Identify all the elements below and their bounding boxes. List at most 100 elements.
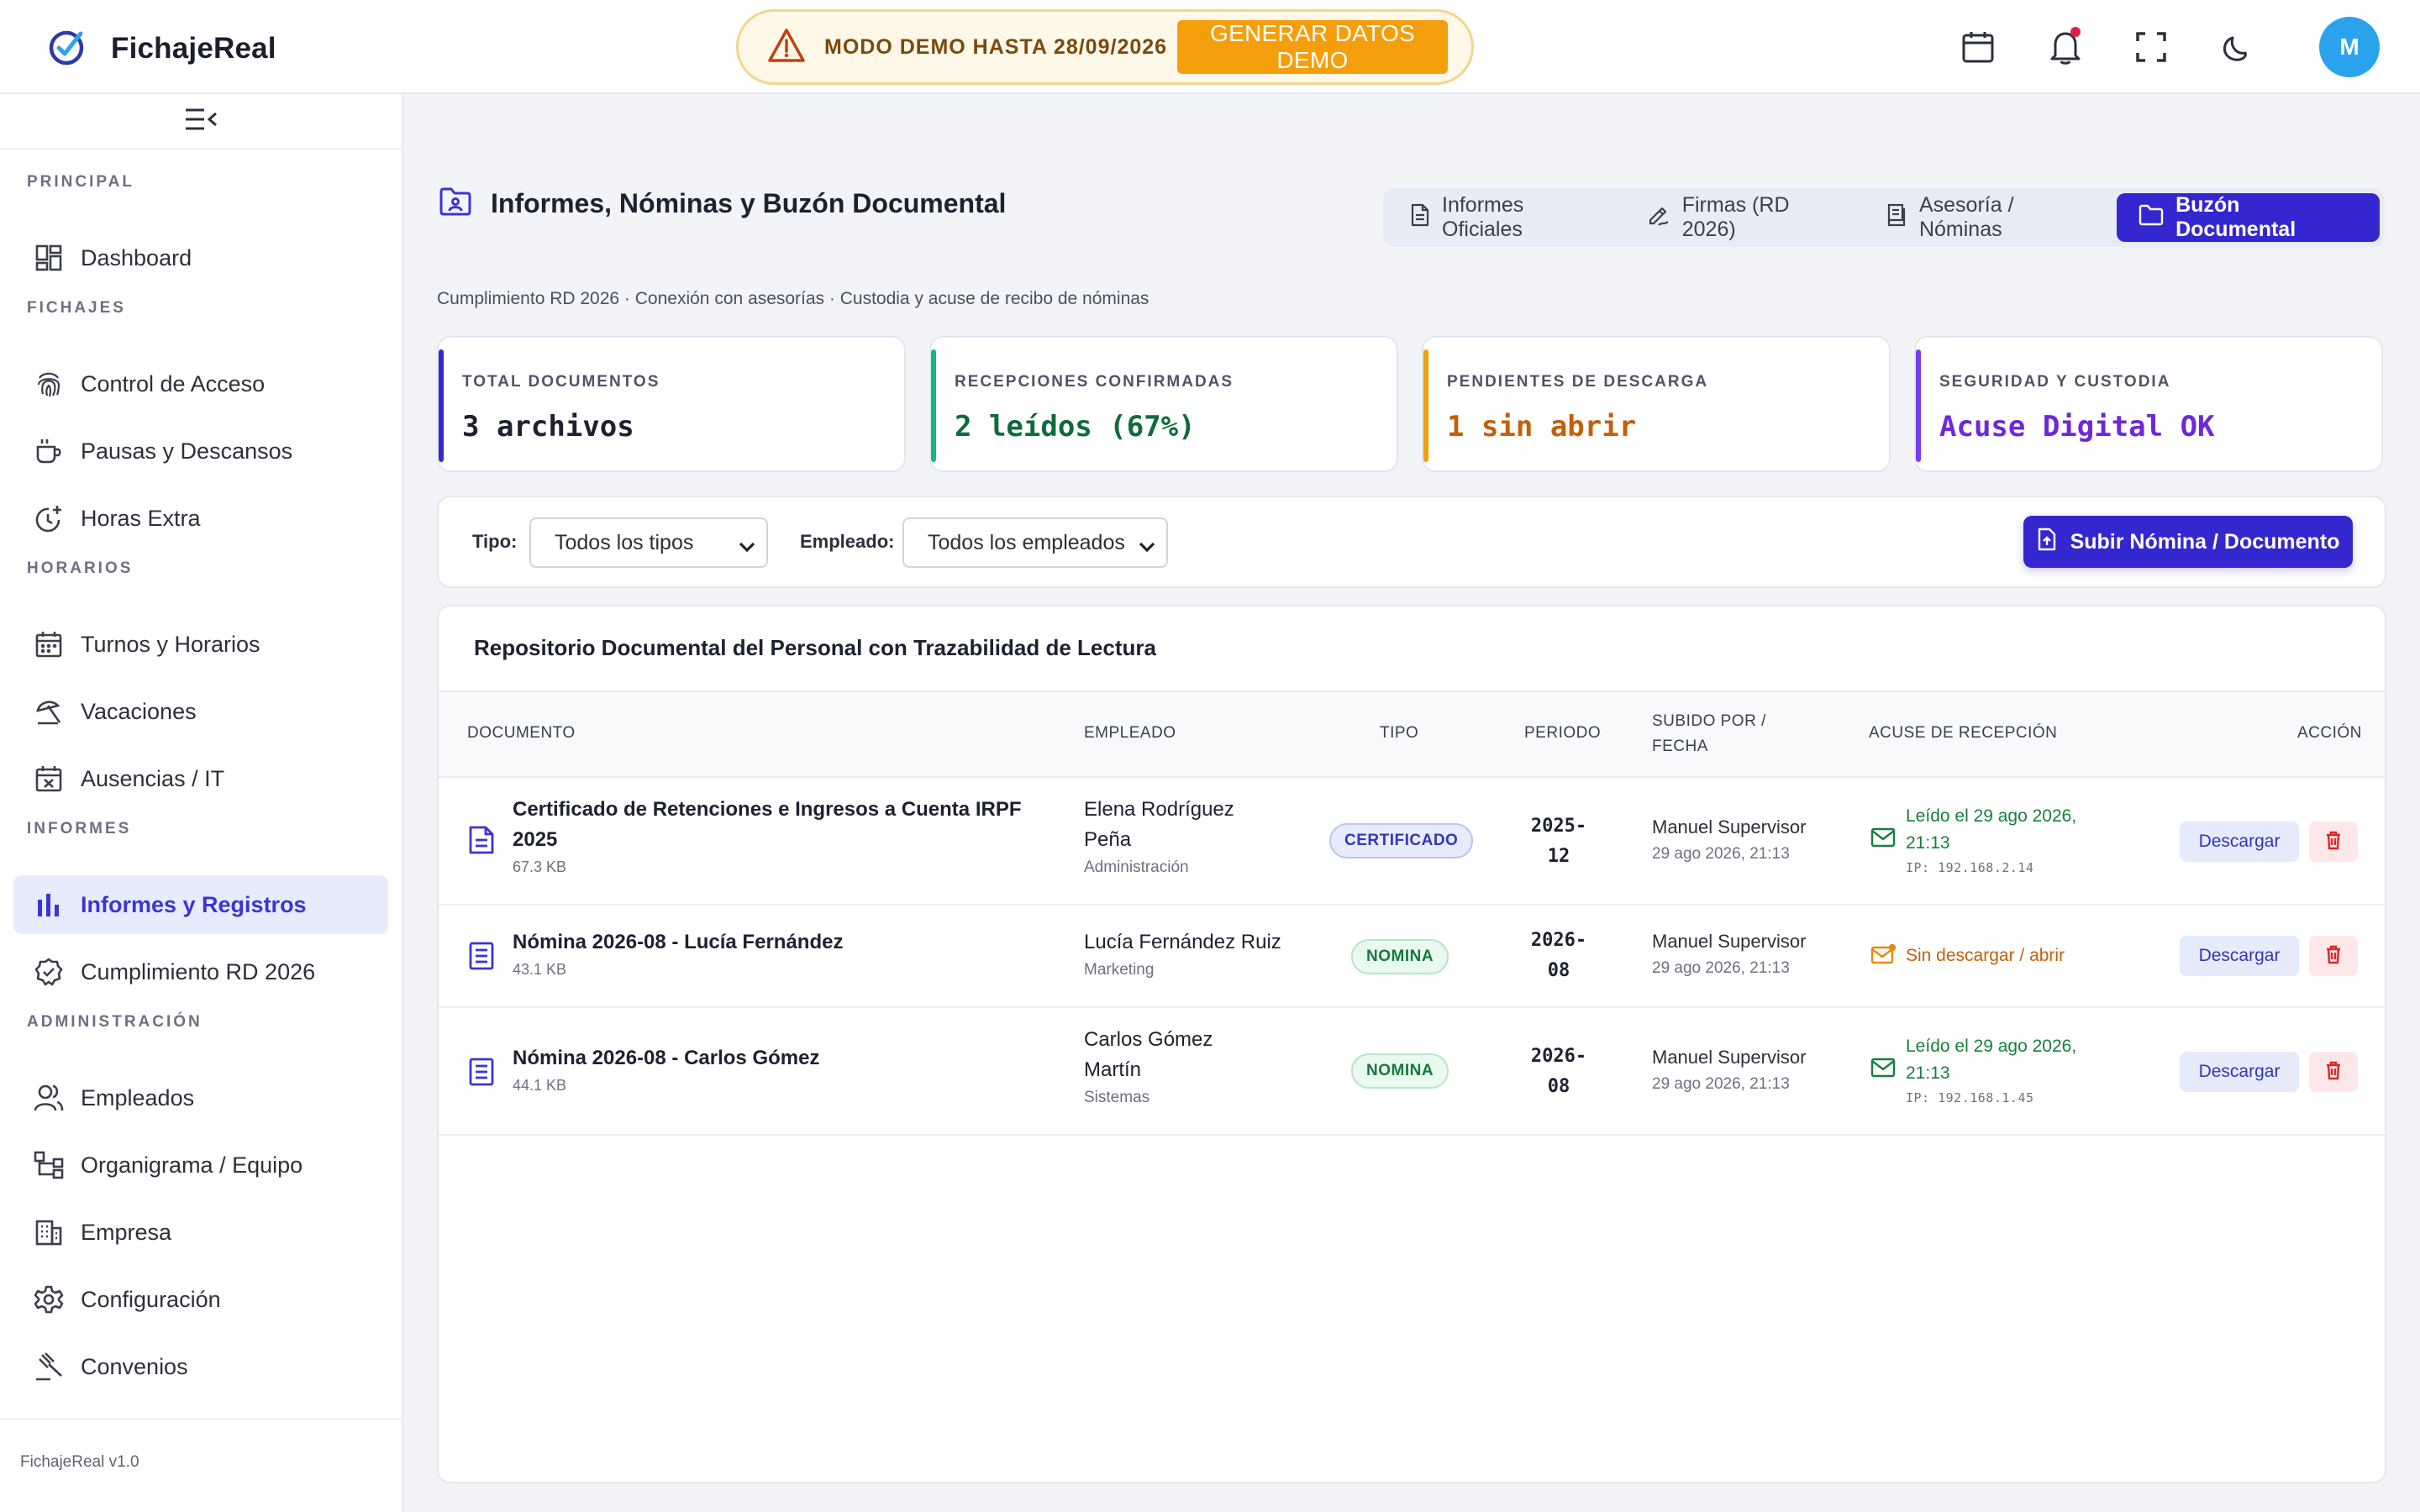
sidebar-item-label: Convenios [81,1353,188,1379]
menu-collapse-icon [184,107,218,136]
employee-name-cont: Martín [1084,1058,1142,1081]
tab-label: Buzón Documental [2175,193,2296,241]
upload-document-button[interactable]: Subir Nómina / Documento [2023,516,2353,568]
sidebar-section-administracion: ADMINISTRACIÓN [27,1013,203,1031]
sidebar-item-label: Vacaciones [81,698,197,724]
uploaded-by-cell: Manuel Supervisor 29 ago 2026, 21:13 [1652,931,1806,978]
tab-informes-oficiales[interactable]: Informes Oficiales [1388,193,1625,242]
sidebar-item-ausencias[interactable]: Ausencias / IT [13,749,388,808]
document-info: Nómina 2026-08 - Carlos Gómez 44.1 KB [513,1043,1050,1095]
receipt-ack-cell: Sin descargar / abrir [1870,942,2065,969]
receipt-ack-cell: Leído el 29 ago 2026, 21:13 IP: 192.168.… [1870,1033,2076,1105]
document-size: 67.3 KB [513,858,567,875]
delete-button[interactable] [2309,1052,2358,1092]
generate-demo-data-button[interactable]: GENERAR DATOS DEMO [1177,20,1448,74]
gavel-icon [32,1350,66,1383]
employee-name: Lucía Fernández Ruiz [1084,931,1281,953]
ack-ip: IP: 192.168.2.14 [1906,860,2034,875]
sidebar-item-informes[interactable]: Informes y Registros [13,875,388,934]
type-badge-cell: CERTIFICADO [1329,823,1474,858]
sidebar-item-turnos[interactable]: Turnos y Horarios [13,615,388,674]
bell-icon[interactable] [2042,24,2089,71]
brand-name: FichajeReal [111,31,276,65]
sidebar-item-label: Dashboard [81,244,192,270]
mail-pending-icon [1870,943,1897,969]
sidebar-item-empresa[interactable]: Empresa [13,1203,388,1262]
download-button[interactable]: Descargar [2180,1052,2299,1092]
sidebar-item-organigrama[interactable]: Organigrama / Equipo [13,1136,388,1194]
calendar-icon[interactable] [1954,24,2002,71]
download-button[interactable]: Descargar [2180,822,2299,862]
sidebar-item-dashboard[interactable]: Dashboard [13,228,388,287]
demo-mode-text: MODO DEMO HASTA 28/09/2026 [824,34,1168,59]
uploader-name: Manuel Supervisor [1652,1047,1807,1068]
type-select-value: Todos los tipos [555,530,694,554]
type-select[interactable]: Todos los tipos [529,517,768,568]
sidebar-item-label: Turnos y Horarios [81,631,260,657]
uploaded-by-cell: Manuel Supervisor 29 ago 2026, 21:13 [1652,1047,1806,1094]
user-avatar[interactable]: M [2319,17,2380,77]
signature-pen-icon [1647,203,1670,233]
employee-name-cont: Peña [1084,828,1132,851]
type-filter-label: Tipo: [472,531,518,552]
delete-button[interactable] [2309,936,2358,976]
brand[interactable]: FichajeReal [45,25,276,71]
sidebar-item-pausas[interactable]: Pausas y Descansos [13,422,388,480]
column-header-fecha: FECHA [1652,738,1708,755]
tab-asesoria-nominas[interactable]: Asesoría / Nóminas [1864,193,2117,242]
document-name-cont: 2025 [513,828,558,851]
chevron-down-icon [738,536,756,560]
moon-icon[interactable] [2213,24,2260,71]
tab-label: Firmas (RD 2026) [1681,193,1790,241]
stat-value: 1 sin abrir [1447,410,1637,444]
upload-date: 29 ago 2026, 21:13 [1652,845,1790,863]
sidebar-item-configuracion[interactable]: Configuración [13,1270,388,1329]
receipt-doc-icon [467,1057,496,1091]
period-cell: 2026- 08 [1521,926,1597,986]
employee-info: Carlos Gómez Martín Sistemas [1084,1025,1286,1107]
section-tabs: Informes Oficiales Firmas (RD 2026) Ases… [1383,188,2385,247]
sidebar-section-horarios: HORARIOS [27,559,134,577]
sidebar-item-cumplimiento[interactable]: Cumplimiento RD 2026 [13,942,388,1001]
employee-select[interactable]: Todos los empleados [902,517,1168,568]
document-name: Certificado de Retenciones e Ingresos a … [513,798,1022,821]
sidebar-item-control-acceso[interactable]: Control de Acceso [13,354,388,413]
stat-value: 2 leídos (67%) [955,410,1196,444]
delete-button[interactable] [2309,822,2358,862]
type-badge-cell: NOMINA [1351,939,1449,974]
document-icon [1410,203,1430,233]
employee-department: Administración [1084,858,1189,876]
sidebar-item-label: Organigrama / Equipo [81,1152,303,1178]
uploader-name: Manuel Supervisor [1652,816,1807,837]
users-icon [32,1081,66,1115]
document-info: Nómina 2026-08 - Lucía Fernández 43.1 KB [513,927,1050,979]
sidebar-item-vacaciones[interactable]: Vacaciones [13,682,388,741]
stat-card-seguridad: SEGURIDAD Y CUSTODIA Acuse Digital OK [1914,336,2383,472]
ack-status: Sin descargar / abrir [1906,946,2065,965]
sidebar-item-convenios[interactable]: Convenios [13,1337,388,1396]
fingerprint-icon [32,367,66,401]
stat-card-recepciones: RECEPCIONES CONFIRMADAS 2 leídos (67%) [929,336,1398,472]
sidebar-collapse-button[interactable] [0,94,402,150]
document-size: 43.1 KB [513,961,567,978]
table-title: Repositorio Documental del Personal con … [474,635,1156,660]
employee-info: Lucía Fernández Ruiz Marketing [1084,927,1302,979]
sidebar-item-label: Pausas y Descansos [81,438,293,464]
top-bar: FichajeReal MODO DEMO HASTA 28/09/2026 G… [0,0,2420,94]
download-button[interactable]: Descargar [2180,936,2299,976]
tab-firmas[interactable]: Firmas (RD 2026) [1625,193,1864,242]
stat-label: SEGURIDAD Y CUSTODIA [1939,373,2171,391]
sidebar-item-label: Informes y Registros [81,891,307,917]
receipt-icon [1886,203,1907,233]
document-size: 44.1 KB [513,1077,567,1094]
employee-info: Elena Rodríguez Peña Administración [1084,795,1286,877]
fullscreen-icon[interactable] [2128,24,2175,71]
table-header: DOCUMENTO EMPLEADO TIPO PERIODO SUBIDO P… [439,690,2385,778]
sidebar-item-label: Cumplimiento RD 2026 [81,958,316,984]
sidebar-item-label: Configuración [81,1286,221,1312]
tab-buzon-documental[interactable]: Buzón Documental [2117,193,2381,242]
sidebar-item-empleados[interactable]: Empleados [13,1068,388,1127]
sidebar-item-horas-extra[interactable]: Horas Extra [13,489,388,548]
stat-label: RECEPCIONES CONFIRMADAS [955,373,1234,391]
sidebar-item-label: Empleados [81,1084,195,1110]
